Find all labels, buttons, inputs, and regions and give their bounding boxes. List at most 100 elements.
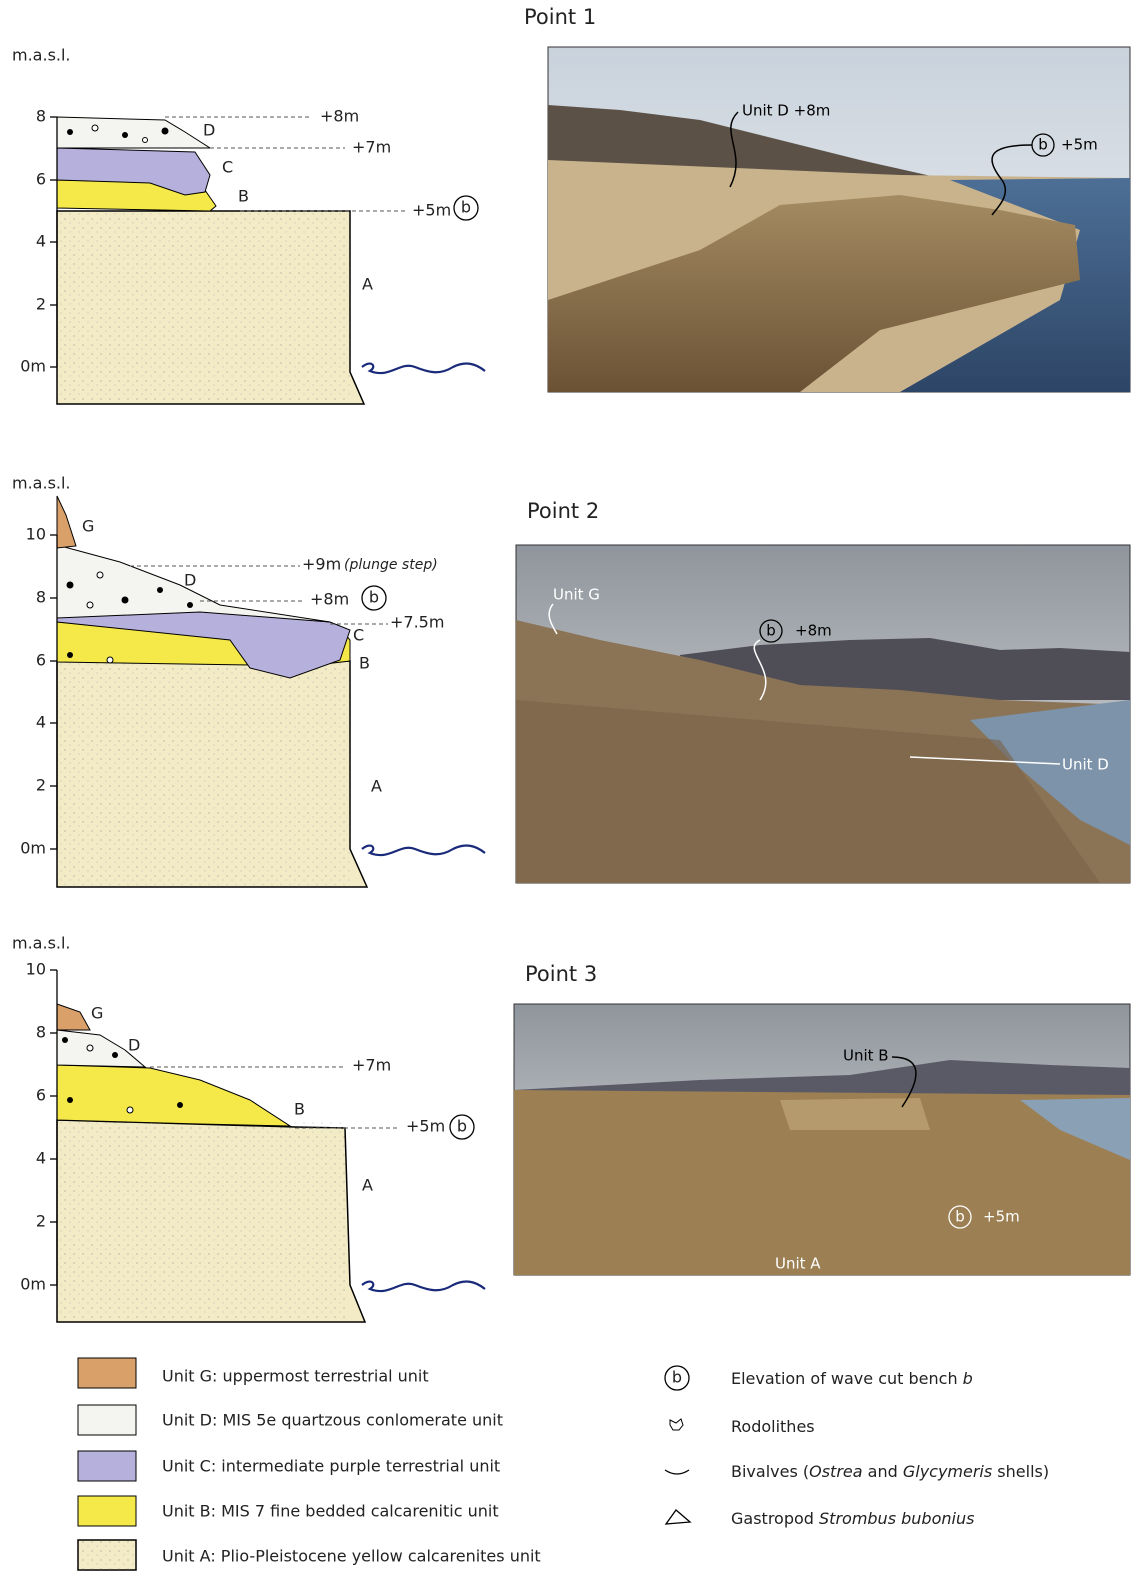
decoration (122, 132, 128, 138)
photo-label: Unit D (1062, 756, 1109, 774)
page: Stratigraphic profiles {"panels":[ {"tit… (0, 0, 1139, 1581)
unit-letter: A (362, 1176, 373, 1195)
level-label: +8m (310, 590, 349, 609)
legend-label: Unit C: intermediate purple terrestrial … (162, 1457, 500, 1476)
unit-d (57, 117, 210, 148)
decoration (780, 1098, 930, 1130)
decoration (67, 129, 73, 135)
tick-label: 2 (36, 295, 46, 314)
axis-label: m.a.s.l. (12, 46, 71, 65)
tick-label: 8 (36, 1023, 46, 1042)
decoration (67, 652, 73, 658)
unit-g (57, 1004, 90, 1030)
tick-label: 0m (20, 357, 46, 376)
bench-symbol: b (457, 1117, 467, 1136)
tick-label: 10 (26, 960, 46, 979)
rodolith-icon (670, 1419, 683, 1430)
level-label: +5m (412, 201, 451, 220)
texture (57, 661, 350, 885)
figure: m.a.s.l. 0m 2 4 6 8 +8m +7m +5m b D C B … (0, 0, 1139, 1581)
decoration (87, 602, 93, 608)
texture (57, 1122, 347, 1320)
photo-label: Unit G (553, 586, 600, 604)
photo-label: +5m (983, 1208, 1020, 1226)
legend-label: Unit G: uppermost terrestrial unit (162, 1367, 429, 1386)
legend-symbol: b (672, 1368, 682, 1387)
legend-label: Unit D: MIS 5e quartzous conlomerate uni… (162, 1411, 503, 1430)
photo-label: b (766, 622, 776, 640)
photo-title: Point 3 (525, 962, 597, 986)
decoration (122, 597, 129, 604)
decoration (187, 602, 193, 608)
unit-letter: G (82, 517, 94, 536)
level-label: +9m (302, 555, 341, 574)
photo-label: b (1038, 136, 1048, 154)
tick-label: 0m (20, 839, 46, 858)
tick-label: 6 (36, 1086, 46, 1105)
text-part: Ostrea (809, 1462, 862, 1481)
decoration (143, 138, 148, 143)
decoration (67, 582, 74, 589)
decoration (112, 1052, 118, 1058)
unit-letter: B (238, 187, 249, 206)
decoration (157, 587, 163, 593)
legend-label: Rodolithes (731, 1417, 815, 1436)
decoration (162, 128, 169, 135)
texture (78, 1540, 136, 1570)
tick-label: 8 (36, 588, 46, 607)
panel-2: m.a.s.l. 0m 2 4 6 8 10 +9m (plunge step)… (12, 474, 1130, 888)
unit-letter: D (184, 571, 196, 590)
photo-title: Point 2 (527, 499, 599, 523)
tick-label: 0m (20, 1275, 46, 1294)
photo-label: Unit B (843, 1047, 889, 1065)
ticks (50, 117, 57, 367)
axis-label: m.a.s.l. (12, 474, 71, 493)
body: m.a.s.l. 0m 2 4 6 8 +8m +7m +5m b D C B … (0, 0, 1139, 1581)
unit-letter: A (362, 275, 373, 294)
texture (57, 211, 350, 401)
photo-label: Unit A (775, 1255, 821, 1273)
swatch (78, 1496, 136, 1526)
text-part: Elevation of wave cut bench (731, 1369, 963, 1388)
ticks (50, 970, 57, 1285)
tick-label: 2 (36, 776, 46, 795)
photo-label: b (955, 1208, 965, 1226)
unit-letter: D (128, 1036, 140, 1055)
tick-label: 2 (36, 1212, 46, 1231)
unit-letter: G (91, 1004, 103, 1023)
legend: Unit G: uppermost terrestrial unit Unit … (78, 1358, 1049, 1570)
photo-label: +8m (795, 622, 832, 640)
unit-g (57, 496, 76, 548)
photo (514, 1004, 1130, 1275)
legend-label: Bivalves (Ostrea and Glycymeris shells) (731, 1462, 1049, 1481)
sea-wave (362, 1282, 485, 1292)
unit-b (57, 1065, 290, 1126)
decoration (92, 125, 98, 131)
legend-label: Unit B: MIS 7 fine bedded calcarenitic u… (162, 1502, 499, 1521)
tick-label: 10 (26, 525, 46, 544)
text-part: Bivalves ( (731, 1462, 809, 1481)
axis-label: m.a.s.l. (12, 934, 71, 953)
gastropod-icon (666, 1510, 690, 1524)
bench-symbol: b (369, 588, 379, 607)
legend-label: Elevation of wave cut bench b (731, 1369, 973, 1388)
unit-letter: A (371, 777, 382, 796)
sea-wave (362, 364, 485, 374)
swatch (78, 1451, 136, 1481)
panel-1: m.a.s.l. 0m 2 4 6 8 +8m +7m +5m b D C B … (12, 5, 1130, 404)
text-part: Glycymeris (903, 1462, 992, 1481)
unit-letter: B (294, 1100, 305, 1119)
decoration (177, 1102, 183, 1108)
unit-letter: C (222, 158, 233, 177)
tick-label: 6 (36, 651, 46, 670)
photo-label: Unit D +8m (742, 102, 830, 120)
legend-label: Unit A: Plio-Pleistocene yellow calcaren… (162, 1547, 541, 1566)
decoration (62, 1037, 68, 1043)
decoration (87, 1045, 93, 1051)
sea-wave (362, 846, 485, 856)
text-part: and (863, 1462, 903, 1481)
photo (516, 545, 1130, 883)
text-part: Rodolithes (731, 1417, 815, 1436)
unit-letter: B (359, 654, 370, 673)
text-part: Gastropod (731, 1509, 819, 1528)
